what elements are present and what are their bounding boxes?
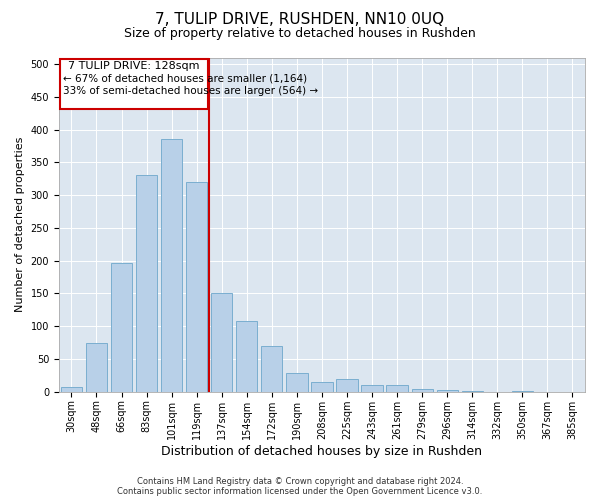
Bar bbox=[437, 390, 458, 392]
Text: Size of property relative to detached houses in Rushden: Size of property relative to detached ho… bbox=[124, 27, 476, 40]
Bar bbox=[261, 346, 283, 392]
Bar bbox=[111, 262, 132, 392]
Bar bbox=[236, 321, 257, 392]
Bar bbox=[186, 182, 208, 392]
Bar bbox=[461, 391, 483, 392]
Text: 33% of semi-detached houses are larger (564) →: 33% of semi-detached houses are larger (… bbox=[62, 86, 318, 97]
Text: ← 67% of detached houses are smaller (1,164): ← 67% of detached houses are smaller (1,… bbox=[62, 73, 307, 83]
Text: Contains HM Land Registry data © Crown copyright and database right 2024.
Contai: Contains HM Land Registry data © Crown c… bbox=[118, 476, 482, 496]
Bar bbox=[311, 382, 332, 392]
Bar bbox=[61, 386, 82, 392]
X-axis label: Distribution of detached houses by size in Rushden: Distribution of detached houses by size … bbox=[161, 444, 482, 458]
Text: 7 TULIP DRIVE: 128sqm: 7 TULIP DRIVE: 128sqm bbox=[68, 62, 200, 72]
Bar bbox=[337, 378, 358, 392]
Bar bbox=[86, 342, 107, 392]
Bar bbox=[512, 391, 533, 392]
Bar bbox=[211, 294, 232, 392]
Bar bbox=[386, 386, 408, 392]
Bar bbox=[161, 140, 182, 392]
Bar bbox=[412, 388, 433, 392]
Bar bbox=[361, 386, 383, 392]
Y-axis label: Number of detached properties: Number of detached properties bbox=[15, 137, 25, 312]
Text: 7, TULIP DRIVE, RUSHDEN, NN10 0UQ: 7, TULIP DRIVE, RUSHDEN, NN10 0UQ bbox=[155, 12, 445, 27]
Bar bbox=[136, 176, 157, 392]
Bar bbox=[286, 374, 308, 392]
FancyBboxPatch shape bbox=[60, 59, 208, 108]
